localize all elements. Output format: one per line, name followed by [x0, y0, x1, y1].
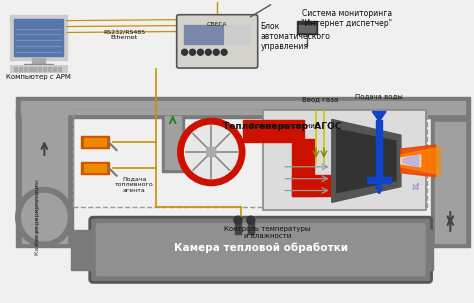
Bar	[21, 101, 465, 115]
Text: СВЕГА: СВЕГА	[207, 22, 228, 27]
Bar	[367, 177, 391, 183]
Polygon shape	[403, 155, 419, 167]
Bar	[48, 67, 51, 71]
Bar	[226, 25, 250, 44]
Text: Канал рециркуляции: Канал рециркуляции	[35, 179, 40, 245]
Text: Подача
топливного
агента: Подача топливного агента	[115, 176, 154, 193]
Polygon shape	[332, 119, 401, 202]
Bar	[18, 67, 22, 71]
FancyBboxPatch shape	[96, 223, 426, 276]
Circle shape	[182, 49, 188, 55]
Bar	[427, 230, 432, 270]
Bar	[235, 220, 241, 234]
Bar	[183, 25, 223, 44]
Polygon shape	[401, 155, 420, 167]
Polygon shape	[337, 129, 396, 192]
Bar	[81, 136, 109, 148]
Circle shape	[184, 125, 238, 179]
Polygon shape	[401, 147, 440, 175]
FancyBboxPatch shape	[177, 15, 258, 68]
Bar	[24, 64, 53, 68]
Bar	[53, 67, 56, 71]
Bar	[71, 230, 95, 270]
Bar	[38, 67, 41, 71]
Bar	[14, 67, 17, 71]
Bar	[248, 220, 254, 234]
Bar	[14, 19, 63, 56]
Text: Ввод газа: Ввод газа	[302, 96, 338, 102]
Text: Компьютер с АРМ: Компьютер с АРМ	[6, 74, 71, 80]
Bar	[243, 120, 304, 142]
Bar	[16, 108, 73, 247]
Bar	[84, 164, 106, 172]
Bar	[28, 67, 32, 71]
Circle shape	[205, 49, 211, 55]
Text: Воздух на горение: Воздух на горение	[250, 123, 319, 129]
Circle shape	[213, 49, 219, 55]
Circle shape	[247, 216, 255, 224]
Text: Блок
автоматического
управления: Блок автоматического управления	[261, 22, 330, 51]
Ellipse shape	[16, 188, 73, 247]
Bar	[16, 97, 470, 118]
Bar	[84, 138, 106, 146]
Bar	[81, 162, 109, 174]
Text: Система мониторинга
"Интернет диспетчер": Система мониторинга "Интернет диспетчер"	[301, 9, 392, 28]
Circle shape	[221, 49, 227, 55]
Bar	[430, 118, 470, 247]
Polygon shape	[372, 112, 386, 122]
Text: Теплогенератор  АГОС: Теплогенератор АГОС	[223, 122, 341, 131]
Ellipse shape	[22, 194, 67, 241]
Circle shape	[206, 147, 216, 157]
Text: RS232/RS485
Ethernet: RS232/RS485 Ethernet	[103, 29, 146, 40]
Bar	[297, 21, 317, 35]
Circle shape	[198, 49, 203, 55]
Text: t4: t4	[411, 183, 420, 192]
Bar	[73, 108, 427, 207]
Bar	[58, 67, 61, 71]
Bar	[22, 112, 67, 243]
Bar	[299, 25, 315, 32]
Circle shape	[178, 118, 245, 185]
Bar	[162, 116, 183, 172]
Text: Камера тепловой обработки: Камера тепловой обработки	[173, 242, 347, 253]
Bar	[263, 109, 426, 210]
Bar	[44, 67, 46, 71]
Polygon shape	[401, 145, 436, 177]
Bar	[32, 58, 46, 66]
Bar	[292, 139, 314, 196]
Bar	[376, 120, 382, 178]
Bar	[292, 175, 352, 196]
Text: Канал рециркуляции: Канал рециркуляции	[35, 185, 40, 255]
Circle shape	[190, 49, 195, 55]
Bar	[24, 67, 27, 71]
FancyBboxPatch shape	[90, 217, 431, 282]
Bar	[10, 65, 67, 72]
Bar	[10, 15, 67, 60]
Text: Контроль температуры
и влажности: Контроль температуры и влажности	[224, 226, 311, 239]
Bar	[165, 116, 181, 169]
Bar	[436, 122, 465, 243]
Circle shape	[234, 216, 242, 224]
Text: Подача воды: Подача воды	[356, 93, 403, 99]
Bar	[34, 67, 36, 71]
